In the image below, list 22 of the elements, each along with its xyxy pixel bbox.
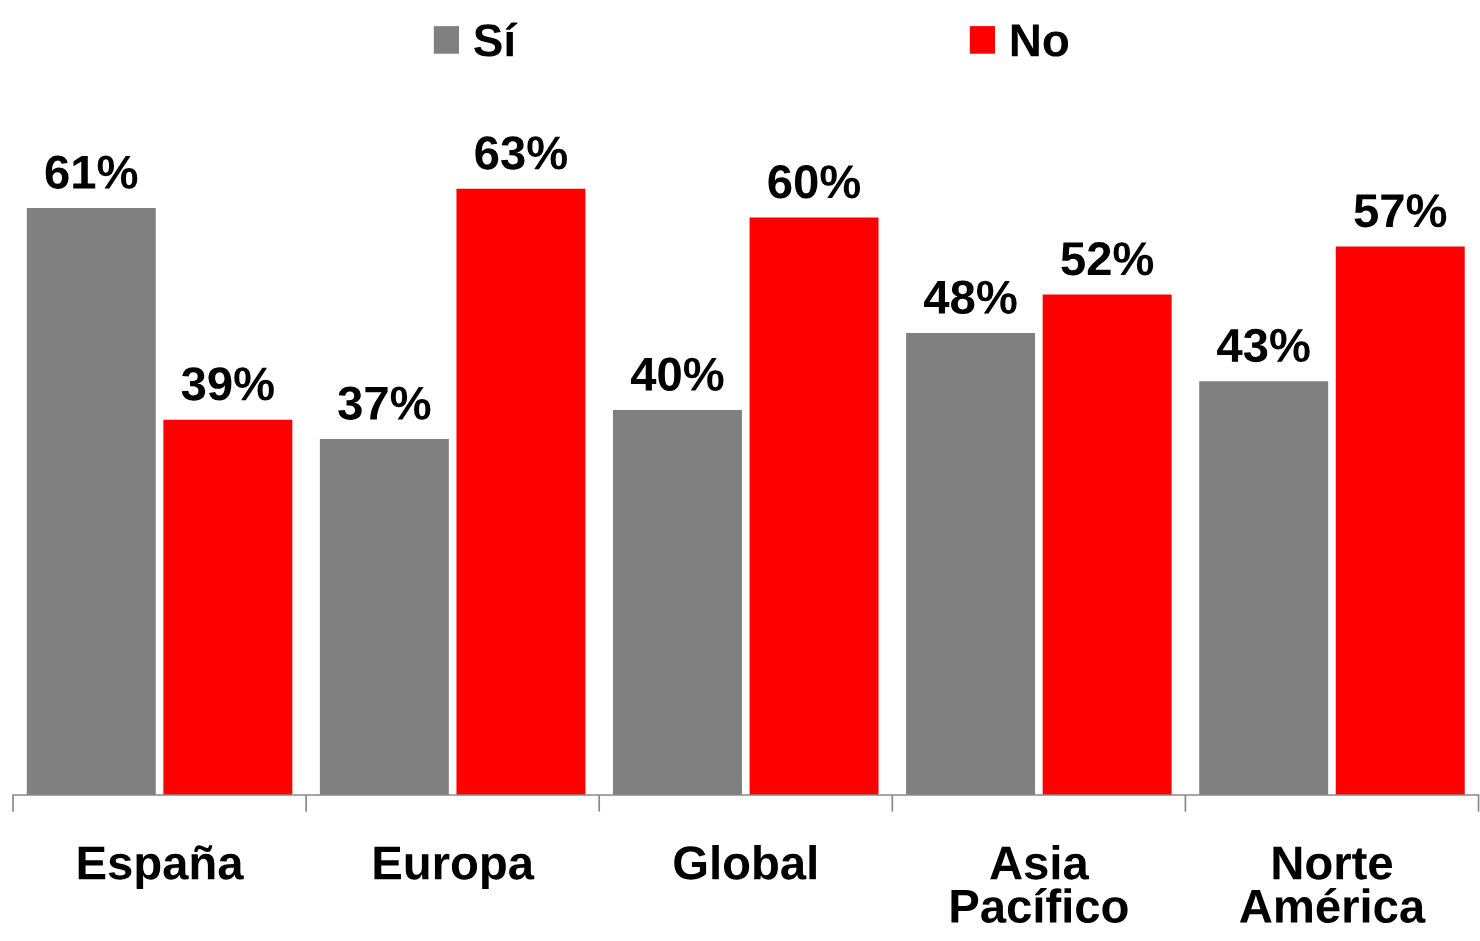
data-label: 40% bbox=[630, 357, 724, 391]
bar bbox=[1042, 294, 1172, 795]
legend-label: No bbox=[1011, 24, 1069, 57]
x-tick-label: Global bbox=[674, 845, 816, 880]
x-tick-label: Asia Pacífico bbox=[951, 845, 1128, 924]
x-tick-label: España bbox=[78, 845, 244, 890]
data-label: 61% bbox=[45, 155, 138, 189]
x-tick-label: Norte América bbox=[1239, 846, 1426, 924]
data-label: 52% bbox=[1061, 242, 1154, 276]
bar bbox=[1335, 246, 1465, 795]
bar bbox=[749, 217, 879, 795]
data-label: 48% bbox=[924, 280, 1017, 314]
x-tick-label: Europa bbox=[374, 846, 535, 890]
data-label: 43% bbox=[1217, 328, 1310, 363]
bar bbox=[456, 188, 586, 795]
data-label: 63% bbox=[475, 136, 567, 170]
data-label: 37% bbox=[338, 386, 431, 420]
data-label: 39% bbox=[181, 367, 274, 401]
legend-label: Sí bbox=[474, 22, 518, 57]
data-label: 60% bbox=[768, 165, 861, 199]
bar bbox=[163, 419, 293, 795]
data-label: 57% bbox=[1354, 194, 1447, 228]
